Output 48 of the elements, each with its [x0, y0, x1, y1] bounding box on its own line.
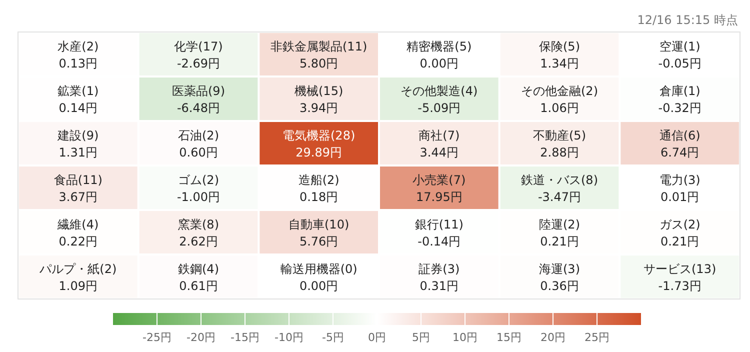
chart-subtitle: 12/16 15:15 時点: [637, 13, 738, 27]
data-label: 水産(2) 0.13円: [58, 39, 99, 70]
data-label: その他製造(4) -5.09円: [400, 84, 478, 115]
data-label: 鉄道・バス(8) -3.47円: [521, 172, 598, 204]
data-label: 食品(11) 3.67円: [54, 172, 102, 204]
data-label: 証券(3) 0.31円: [418, 262, 460, 293]
color-bar-label: 25円: [584, 331, 610, 344]
color-bar-label: -20円: [186, 331, 216, 344]
data-label: 自動車(10) 5.76円: [288, 217, 350, 248]
data-label: 非鉄金属製品(11) 5.80円: [270, 39, 368, 70]
color-bar-label: -5円: [322, 331, 344, 344]
data-label: サービス(13) -1.73円: [644, 262, 716, 293]
data-label: 保険(5) 1.34円: [539, 39, 580, 70]
data-label: 機械(15) 3.94円: [294, 84, 344, 115]
color-bar-label: 10円: [452, 331, 478, 344]
color-bar-label: 20円: [540, 331, 566, 344]
color-bar-label: 5円: [412, 331, 430, 344]
data-label: 商社(7) 3.44円: [418, 128, 460, 160]
data-label: 建設(9) 1.31円: [56, 128, 99, 160]
data-label: パルプ・紙(2) 1.09円: [38, 262, 117, 293]
data-label: 繊維(4) 0.22円: [56, 217, 99, 248]
data-label: 石油(2) 0.60円: [178, 128, 219, 160]
data-label: 窯業(8) 2.62円: [178, 217, 219, 248]
data-label: 電力(3) 0.01円: [659, 172, 700, 204]
data-label: 不動産(5) 2.88円: [533, 128, 586, 160]
color-bar-label: 15円: [496, 331, 522, 344]
data-label: 陸運(2) 0.21円: [539, 217, 580, 248]
data-label: 通信(6) 6.74円: [659, 128, 700, 160]
color-bar-label: -15円: [230, 331, 260, 344]
data-label: 造船(2) 0.18円: [298, 172, 340, 204]
data-label: 空運(1) -0.05円: [658, 39, 702, 70]
data-label: 倉庫(1) -0.32円: [658, 84, 702, 115]
data-label: 鉄鋼(4) 0.61円: [178, 262, 219, 293]
data-label: 化学(17) -2.69円: [174, 39, 223, 70]
data-label: その他金融(2) 1.06円: [521, 84, 598, 115]
data-label: 輸送用機器(0) 0.00円: [280, 262, 358, 293]
color-bar-label: 0円: [368, 331, 386, 344]
data-label: ガス(2) 0.21円: [659, 217, 700, 248]
data-label: ゴム(2) -1.00円: [176, 172, 220, 204]
color-bar-label: -10円: [274, 331, 304, 344]
data-label: 鉱業(1) 0.14円: [58, 84, 99, 115]
data-label: 医薬品(9) -6.48円: [172, 84, 225, 115]
data-label: 電気機器(28) 29.89円: [282, 128, 356, 160]
color-bar-label: -25円: [142, 331, 172, 344]
data-label: 海運(3) 0.36円: [539, 262, 580, 293]
data-label: 銀行(11) -0.14円: [414, 217, 464, 248]
data-label: 小売業(7) 17.95円: [412, 172, 466, 204]
data-label: 精密機器(5) 0.00円: [406, 39, 472, 70]
